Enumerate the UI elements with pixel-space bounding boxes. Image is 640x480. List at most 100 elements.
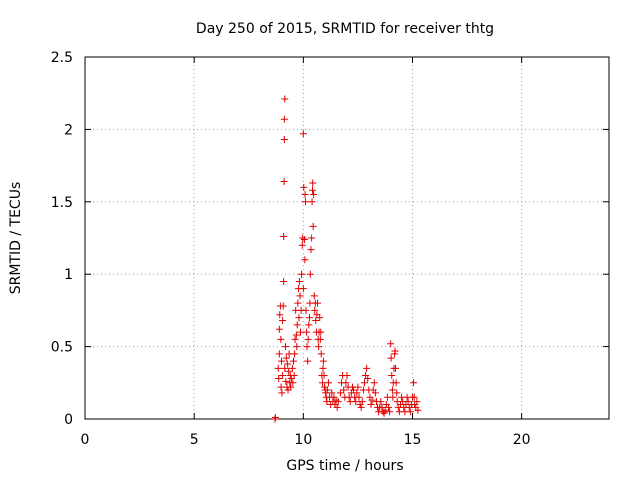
data-point (355, 393, 363, 401)
data-point (280, 233, 288, 241)
data-point (278, 357, 285, 365)
data-point (311, 306, 319, 314)
data-point (304, 357, 312, 365)
data-point (370, 379, 378, 387)
data-point (386, 408, 394, 416)
data-point (319, 357, 327, 365)
data-point (414, 406, 422, 414)
data-point (391, 364, 399, 372)
data-point (319, 379, 327, 387)
data-point (410, 379, 418, 387)
data-point (302, 198, 310, 206)
data-point (282, 354, 290, 362)
data-point (280, 178, 288, 186)
data-point (296, 292, 304, 300)
data-point (274, 364, 282, 372)
data-point (336, 389, 344, 397)
data-point (352, 398, 360, 406)
data-point (371, 389, 379, 397)
data-point (309, 179, 317, 187)
x-tick-label: 10 (294, 432, 312, 448)
data-point (350, 386, 358, 394)
data-point (299, 130, 307, 138)
data-point (294, 299, 302, 307)
data-point (364, 374, 372, 382)
x-axis-label: GPS time / hours (286, 458, 403, 474)
data-point (279, 302, 287, 310)
data-point (287, 374, 295, 382)
data-point (284, 360, 292, 368)
data-point (410, 393, 418, 401)
data-point (384, 403, 392, 411)
data-point (275, 350, 283, 358)
data-point (289, 379, 297, 387)
data-point (281, 343, 289, 351)
data-point (277, 335, 285, 343)
data-point (308, 234, 316, 242)
data-point (293, 343, 301, 351)
data-point (388, 372, 396, 380)
data-point (292, 331, 300, 339)
y-tick-label: 2 (64, 122, 73, 138)
data-point (275, 325, 283, 333)
data-point (281, 364, 289, 372)
axis-ticks (84, 56, 609, 420)
data-point (320, 372, 328, 380)
y-tick-label: 0 (64, 412, 73, 428)
data-point (309, 186, 317, 194)
data-point (277, 383, 285, 391)
data-points (271, 95, 422, 423)
data-point (285, 367, 293, 375)
data-point (358, 398, 366, 406)
data-point (306, 270, 314, 278)
data-point (404, 398, 412, 406)
chart-title: Day 250 of 2015, SRMTID for receiver tht… (196, 21, 494, 37)
data-point (354, 383, 362, 391)
data-point (317, 328, 325, 336)
data-point (343, 372, 351, 380)
data-point (303, 343, 311, 351)
data-point (302, 306, 310, 314)
data-point (303, 328, 311, 336)
y-tick-label: 2.5 (51, 50, 73, 66)
data-point (299, 285, 307, 293)
data-point (378, 403, 386, 411)
data-point (321, 383, 329, 391)
data-point (293, 321, 301, 329)
data-point (391, 347, 399, 355)
data-point (271, 414, 279, 422)
x-tick-label: 0 (81, 432, 90, 448)
data-point (278, 389, 286, 397)
data-point (357, 403, 365, 411)
data-point (316, 335, 324, 343)
data-point (298, 270, 306, 278)
data-point (312, 317, 320, 325)
data-point (288, 364, 296, 372)
data-point (291, 350, 299, 358)
data-point (316, 314, 324, 322)
data-point (353, 389, 361, 397)
data-point (275, 374, 283, 382)
data-point (387, 340, 395, 348)
data-point (328, 389, 336, 397)
data-point (290, 357, 298, 365)
data-point (319, 364, 327, 372)
data-point (333, 403, 341, 411)
data-point (342, 379, 350, 387)
data-point (298, 241, 306, 249)
x-tick-label: 20 (513, 432, 531, 448)
data-point (314, 299, 322, 307)
data-point (377, 398, 385, 406)
data-point (287, 383, 295, 391)
data-point (309, 222, 317, 230)
data-point (340, 386, 348, 394)
data-point (413, 398, 421, 406)
data-point (299, 234, 307, 242)
data-point (301, 256, 309, 264)
data-point (317, 350, 325, 358)
data-point (393, 389, 401, 397)
data-point (280, 136, 288, 144)
data-point (381, 406, 389, 414)
x-tick-label: 15 (404, 432, 422, 448)
